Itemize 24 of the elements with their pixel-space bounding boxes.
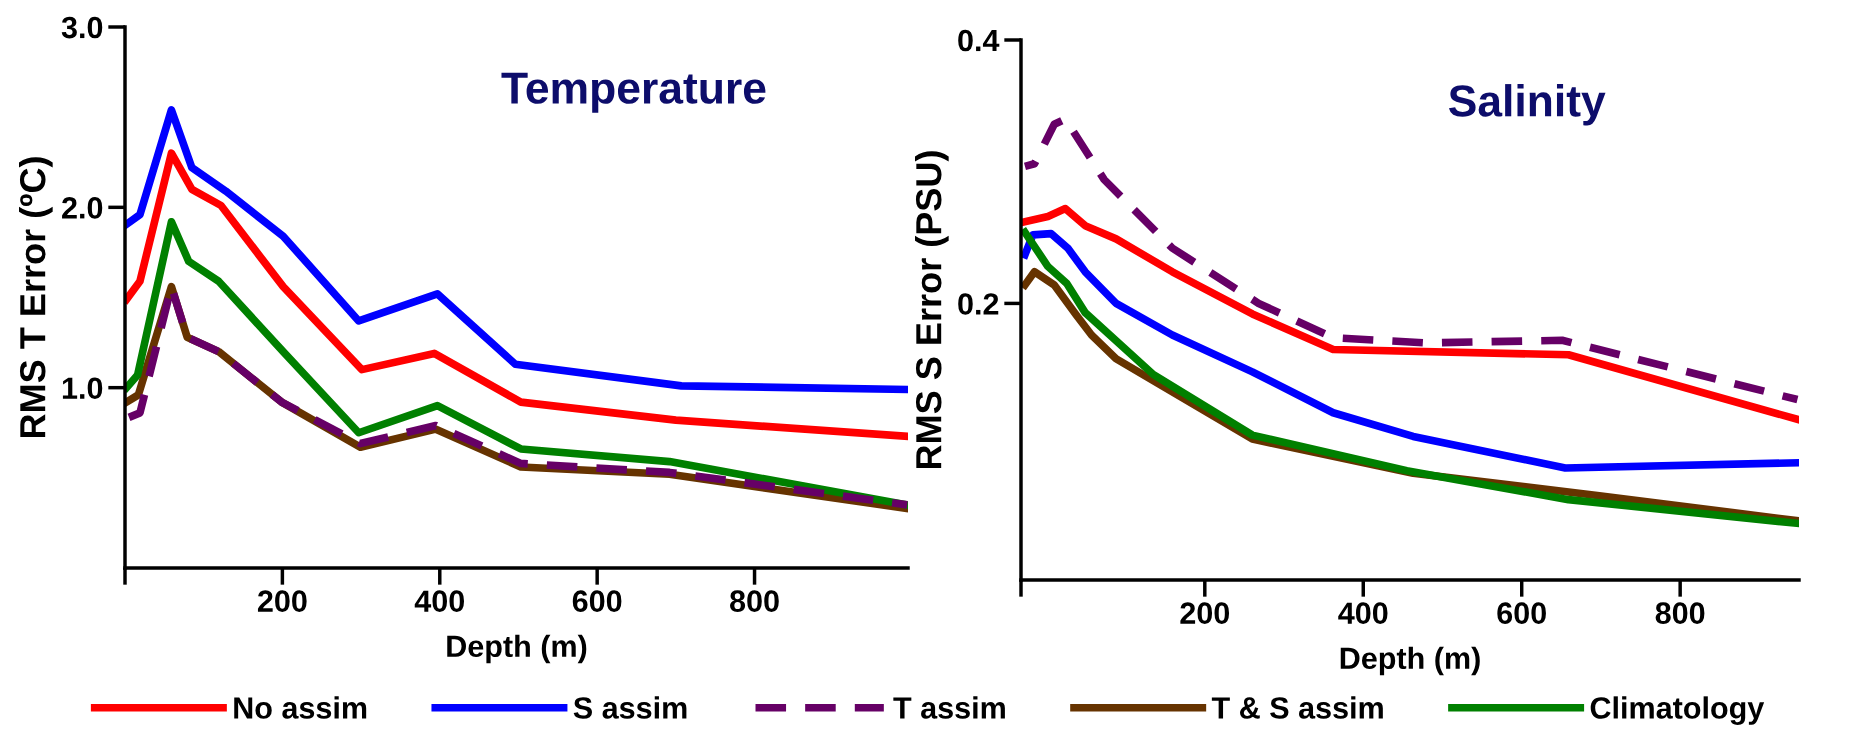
- y-tick-label: 2.0: [62, 197, 103, 219]
- x-axis-title: Depth (m): [447, 634, 587, 664]
- x-tick-label: 400: [414, 590, 465, 612]
- x-tick-label: 400: [1338, 602, 1388, 624]
- legend-label: S assim: [573, 696, 687, 719]
- x-tick-label: 200: [1180, 602, 1230, 624]
- x-tick-label: 600: [572, 590, 622, 612]
- legend-label: T assim: [893, 696, 1005, 719]
- y-axis-title: RMS T Error (ºC): [19, 157, 53, 438]
- x-tick-label: 600: [1497, 602, 1546, 624]
- legend-label: Climatology: [1590, 696, 1765, 725]
- y-tick-label: 0.4: [958, 29, 1000, 52]
- x-tick-label: 200: [257, 590, 307, 612]
- y-tick-label: 0.2: [958, 293, 999, 315]
- y-tick-label: 1.0: [62, 377, 103, 400]
- x-tick-label: 800: [1655, 602, 1705, 624]
- x-axis-title: Depth (m): [1340, 646, 1480, 676]
- text: Salinity: [1448, 84, 1606, 126]
- y-tick-label: 3.0: [61, 16, 103, 39]
- text: Temperature: [501, 72, 766, 113]
- x-tick-label: 800: [730, 590, 779, 612]
- y-axis-title: RMS S Error (PSU): [915, 151, 949, 469]
- legend-label: T & S assim: [1211, 696, 1383, 719]
- legend-label: No assim: [234, 696, 367, 719]
